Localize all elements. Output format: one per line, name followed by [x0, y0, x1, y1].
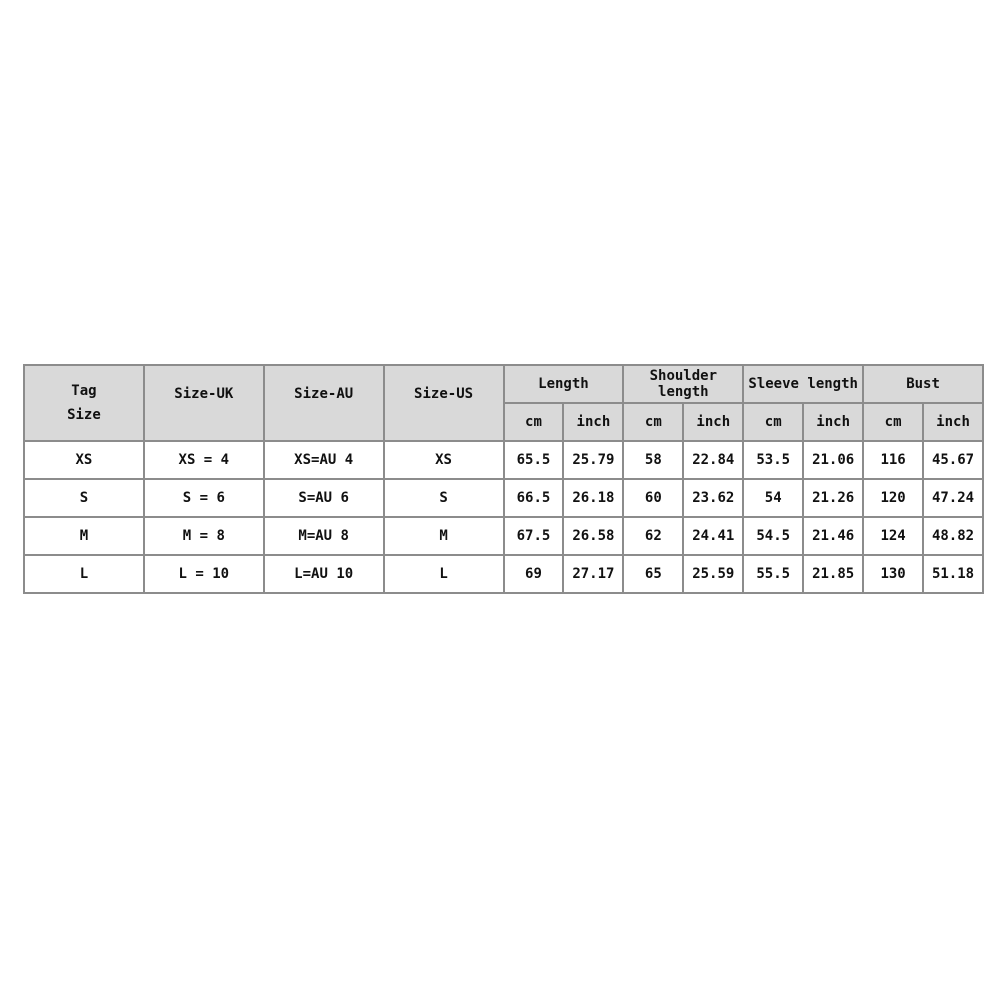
header-tag-label: Tag — [71, 383, 97, 399]
table-cell: 54.5 — [742, 516, 805, 556]
table-cell: 67.5 — [502, 516, 565, 556]
table-cell: M = 8 — [142, 516, 265, 556]
table-cell: 53.5 — [742, 440, 805, 480]
header-bust: Bust — [862, 364, 984, 404]
header-unit-cm: cm — [502, 402, 565, 442]
table-cell: 65 — [622, 554, 685, 594]
header-unit-inch: inch — [682, 402, 745, 442]
table-cell: S = 6 — [142, 478, 265, 518]
table-cell: 55.5 — [742, 554, 805, 594]
table-cell: 21.85 — [802, 554, 865, 594]
table-cell: 25.79 — [562, 440, 625, 480]
table-cell: 130 — [862, 554, 925, 594]
table-cell: 21.46 — [802, 516, 865, 556]
header-shoulder-length: Shoulder length — [622, 364, 745, 404]
table-cell: 26.18 — [562, 478, 625, 518]
table-cell: 65.5 — [502, 440, 565, 480]
table-cell: 69 — [502, 554, 565, 594]
table-cell: 51.18 — [922, 554, 984, 594]
header-unit-cm: cm — [622, 402, 685, 442]
table-cell: XS = 4 — [142, 440, 265, 480]
table-cell: L — [382, 554, 505, 594]
table-cell: XS — [23, 440, 145, 480]
table-cell: 27.17 — [562, 554, 625, 594]
size-chart-table: Tag Size Size-UK Size-AU Size-US Length S… — [23, 364, 984, 594]
table-cell: M — [23, 516, 145, 556]
table-cell: M=AU 8 — [262, 516, 385, 556]
header-size-au: Size-AU — [262, 364, 385, 442]
header-unit-cm: cm — [742, 402, 805, 442]
table-cell: 25.59 — [682, 554, 745, 594]
header-size-uk: Size-UK — [142, 364, 265, 442]
table-cell: S — [23, 478, 145, 518]
table-cell: 116 — [862, 440, 925, 480]
header-unit-inch: inch — [802, 402, 865, 442]
table-cell: 23.62 — [682, 478, 745, 518]
header-row-groups: Tag Size Size-UK Size-AU Size-US Length S… — [23, 364, 984, 442]
table-cell: XS=AU 4 — [262, 440, 385, 480]
header-size-label: Size — [67, 407, 101, 423]
table-cell: 66.5 — [502, 478, 565, 518]
table-cell: S — [382, 478, 505, 518]
header-length: Length — [502, 364, 625, 404]
table-row: XS XS = 4 XS=AU 4 XS 65.5 25.79 58 22.84 53.5 21.… — [23, 440, 984, 480]
header-unit-inch: inch — [922, 402, 984, 442]
table-cell: 47.24 — [922, 478, 984, 518]
header-unit-cm: cm — [862, 402, 925, 442]
table-cell: L — [23, 554, 145, 594]
table-cell: 45.67 — [922, 440, 984, 480]
table-cell: L=AU 10 — [262, 554, 385, 594]
table-cell: XS — [382, 440, 505, 480]
table-cell: M — [382, 516, 505, 556]
table-cell: 24.41 — [682, 516, 745, 556]
table-cell: 48.82 — [922, 516, 984, 556]
table-cell: 21.06 — [802, 440, 865, 480]
table-cell: 62 — [622, 516, 685, 556]
header-tag-size: Tag Size — [23, 364, 145, 442]
table-cell: S=AU 6 — [262, 478, 385, 518]
table-cell: 26.58 — [562, 516, 625, 556]
table-cell: 58 — [622, 440, 685, 480]
header-unit-inch: inch — [562, 402, 625, 442]
header-sleeve-length: Sleeve length — [742, 364, 865, 404]
table-cell: 60 — [622, 478, 685, 518]
table-cell: 124 — [862, 516, 925, 556]
table-cell: 21.26 — [802, 478, 865, 518]
header-row-units: cm inch cm inch cm inch cm inch — [24, 402, 984, 442]
header-size-us: Size-US — [382, 364, 505, 442]
table-cell: L = 10 — [142, 554, 265, 594]
table-cell: 54 — [742, 478, 805, 518]
table-cell: 22.84 — [682, 440, 745, 480]
table-cell: 120 — [862, 478, 925, 518]
